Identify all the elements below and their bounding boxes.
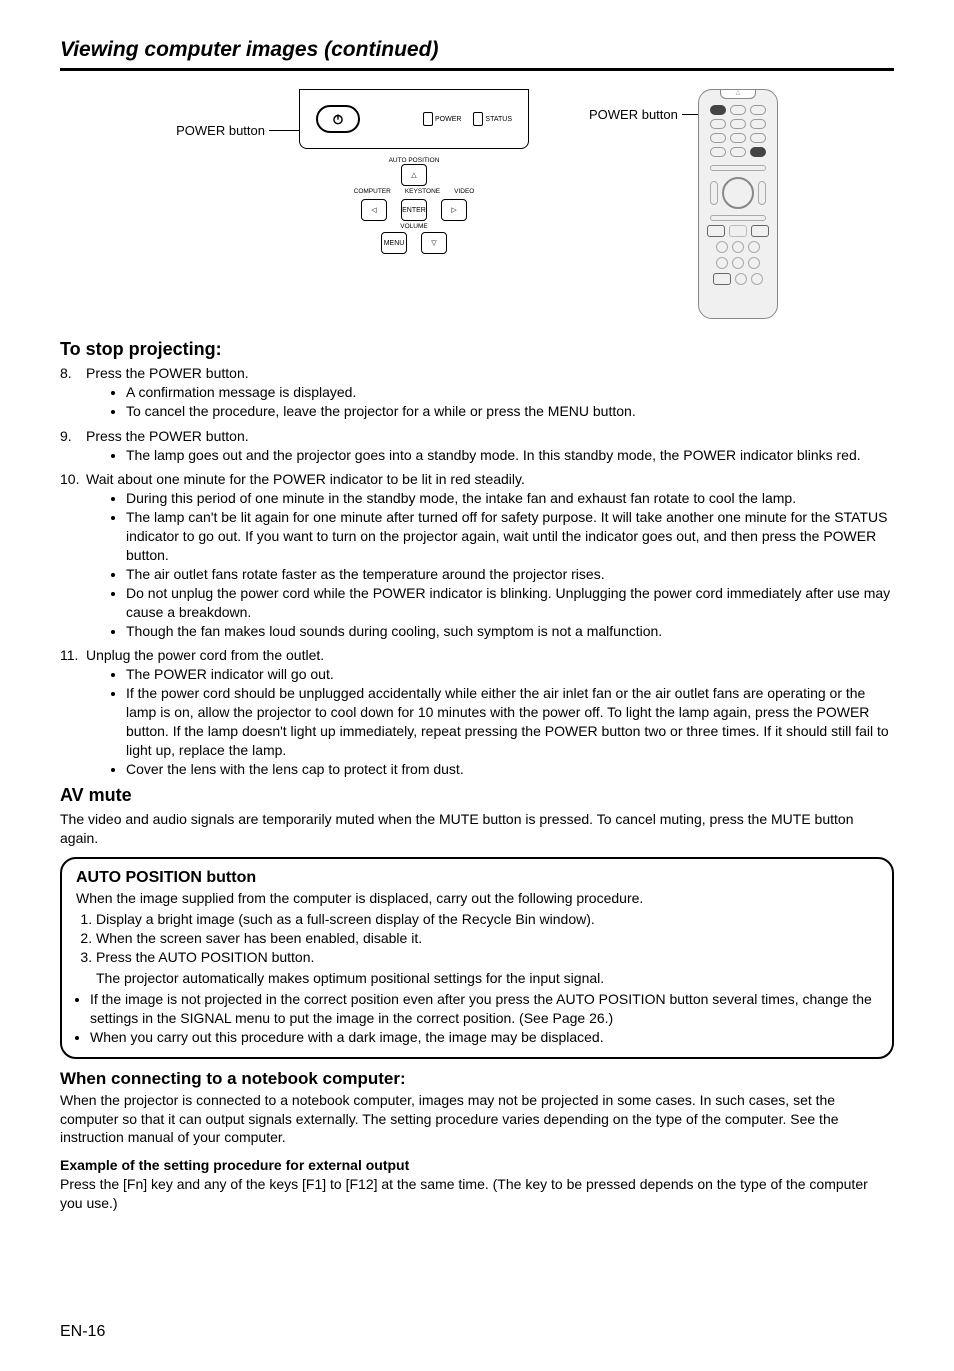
step-10: 10.Wait about one minute for the POWER i…: [60, 470, 894, 640]
down-button[interactable]: ▽: [421, 232, 447, 254]
notebook-subbody: Press the [Fn] key and any of the keys […: [60, 1175, 894, 1213]
computer-label: COMPUTER: [354, 188, 391, 195]
remote-large: POWER STATUS AUTO POSITION △ COMPUTER KE…: [299, 89, 529, 256]
auto-position-label: AUTO POSITION: [389, 157, 440, 164]
step-11-bullets: The POWER indicator will go out. If the …: [126, 665, 894, 778]
power-button[interactable]: [316, 105, 360, 133]
menu-button[interactable]: MENU: [381, 232, 407, 254]
remote-small-block: POWER button: [589, 89, 778, 319]
callout-line: [682, 114, 698, 115]
avmute-body: The video and audio signals are temporar…: [60, 810, 894, 848]
notebook-heading: When connecting to a notebook computer:: [60, 1069, 894, 1089]
notebook-subhead: Example of the setting procedure for ext…: [60, 1157, 894, 1173]
enter-button[interactable]: ENTER: [401, 199, 427, 221]
autopos-steps: Display a bright image (such as a full-s…: [76, 910, 878, 967]
volume-label: VOLUME: [400, 223, 427, 230]
button-labels-row: COMPUTER KEYSTONE VIDEO: [354, 188, 475, 195]
step-9-bullets: The lamp goes out and the projector goes…: [126, 446, 894, 465]
button-row: ◁ ENTER ▷: [361, 199, 467, 221]
remote-large-block: POWER button POWER STATUS AUTO POSITION …: [176, 89, 529, 256]
bottom-row: MENU ▽: [381, 232, 447, 254]
btn-row: [716, 241, 760, 253]
page: Viewing computer images (continued) POWE…: [0, 0, 954, 1371]
step-10-bullets: During this period of one minute in the …: [126, 489, 894, 640]
nav-ring-row: [710, 173, 766, 213]
right-button[interactable]: ▷: [441, 199, 467, 221]
remote-mid-panel: AUTO POSITION △ COMPUTER KEYSTONE VIDEO …: [299, 157, 529, 256]
power-indicator: POWER: [423, 112, 461, 126]
step-9: 9.Press the POWER button. The lamp goes …: [60, 427, 894, 465]
remote-top-panel: POWER STATUS: [299, 89, 529, 149]
callout-label: POWER button: [589, 107, 678, 122]
up-button[interactable]: △: [401, 164, 427, 186]
power-button-small[interactable]: [710, 105, 726, 115]
remote-small: [698, 89, 778, 319]
btn-row: [716, 257, 760, 269]
step-11: 11.Unplug the power cord from the outlet…: [60, 646, 894, 778]
keystone-label: KEYSTONE: [405, 188, 440, 195]
stop-instructions: 8.Press the POWER button. A confirmation…: [60, 364, 894, 779]
step-8: 8.Press the POWER button. A confirmation…: [60, 364, 894, 421]
notebook-body: When the projector is connected to a not…: [60, 1091, 894, 1148]
callout-line: [269, 130, 299, 131]
avmute-heading: AV mute: [60, 785, 894, 806]
nav-ring[interactable]: [722, 177, 754, 209]
divider-bar: [710, 215, 766, 221]
button-grid-top: [710, 105, 766, 157]
indicator-lights: POWER STATUS: [423, 112, 512, 126]
btn-row: [713, 273, 763, 285]
autopos-bullets: If the image is not projected in the cor…: [90, 990, 878, 1047]
page-number: EN-16: [60, 1323, 894, 1341]
remote-diagrams: POWER button POWER STATUS AUTO POSITION …: [60, 89, 894, 319]
mode-row: [707, 225, 769, 237]
step-8-bullets: A confirmation message is displayed. To …: [126, 383, 894, 421]
power-icon: [331, 112, 345, 126]
callout-label: POWER button: [176, 123, 265, 138]
left-button[interactable]: ◁: [361, 199, 387, 221]
power-button-callout-left: POWER button: [176, 123, 299, 138]
autopos-after: The projector automatically makes optimu…: [96, 969, 878, 988]
divider-bar: [710, 165, 766, 171]
power-button-callout-right: POWER button: [589, 107, 698, 122]
autopos-intro: When the image supplied from the compute…: [76, 889, 878, 908]
status-indicator: STATUS: [473, 112, 512, 126]
video-label: VIDEO: [454, 188, 474, 195]
autopos-heading: AUTO POSITION button: [76, 869, 878, 887]
ir-window: [720, 89, 756, 99]
stop-heading: To stop projecting:: [60, 339, 894, 360]
page-title: Viewing computer images (continued): [60, 38, 894, 71]
auto-position-box: AUTO POSITION button When the image supp…: [60, 857, 894, 1058]
